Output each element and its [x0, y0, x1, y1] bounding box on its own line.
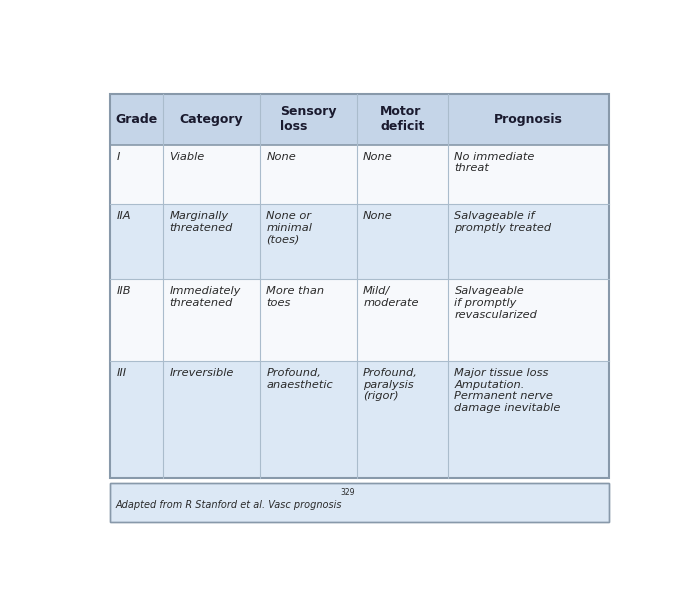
Bar — [163, 204, 260, 279]
Text: Category: Category — [180, 113, 243, 126]
Text: IIB: IIB — [117, 286, 131, 296]
Text: Major tissue loss
Amputation.
Permanent nerve
damage inevitable: Major tissue loss Amputation. Permanent … — [455, 368, 561, 413]
Bar — [163, 361, 260, 478]
Bar — [163, 145, 260, 204]
Text: None: None — [266, 152, 296, 162]
Bar — [260, 145, 357, 204]
Text: Sensory
loss: Sensory loss — [280, 105, 337, 133]
Text: No immediate
threat: No immediate threat — [455, 152, 535, 173]
Bar — [111, 361, 163, 478]
Text: I: I — [117, 152, 120, 162]
Text: Profound,
paralysis
(rigor): Profound, paralysis (rigor) — [363, 368, 418, 401]
Text: Irreversible: Irreversible — [169, 368, 234, 378]
Bar — [448, 145, 609, 204]
Bar — [357, 94, 448, 145]
Bar — [448, 94, 609, 145]
Bar — [357, 145, 448, 204]
Bar — [111, 94, 163, 145]
Text: Prognosis: Prognosis — [494, 113, 562, 126]
Text: Viable: Viable — [169, 152, 205, 162]
Bar — [448, 279, 609, 361]
Text: Motor
deficit: Motor deficit — [380, 105, 424, 133]
Bar — [111, 483, 609, 522]
Bar — [357, 204, 448, 279]
Text: III: III — [117, 368, 127, 378]
Text: Salvageable if
promptly treated: Salvageable if promptly treated — [455, 212, 551, 233]
Bar — [260, 94, 357, 145]
Bar — [163, 279, 260, 361]
Bar — [163, 94, 260, 145]
Text: Salvageable
if promptly
revascularized: Salvageable if promptly revascularized — [455, 286, 538, 320]
Text: Immediately
threatened: Immediately threatened — [169, 286, 241, 308]
Bar — [111, 145, 163, 204]
Text: 329: 329 — [341, 488, 355, 497]
Text: None: None — [363, 212, 393, 221]
Bar — [260, 361, 357, 478]
Text: More than
toes: More than toes — [266, 286, 325, 308]
Text: None or
minimal
(toes): None or minimal (toes) — [266, 212, 312, 244]
Bar — [260, 279, 357, 361]
Bar — [111, 204, 163, 279]
Bar — [260, 204, 357, 279]
Bar — [111, 279, 163, 361]
Bar — [357, 361, 448, 478]
Bar — [111, 94, 609, 478]
Text: Mild/
moderate: Mild/ moderate — [363, 286, 419, 308]
Bar — [111, 483, 609, 522]
Text: Profound,
anaesthetic: Profound, anaesthetic — [266, 368, 333, 390]
Bar — [448, 361, 609, 478]
Text: Grade: Grade — [115, 113, 158, 126]
Bar — [357, 279, 448, 361]
Text: Adapted from R Stanford et al. Vasc prognosis: Adapted from R Stanford et al. Vasc prog… — [116, 500, 342, 510]
Bar — [448, 204, 609, 279]
Text: None: None — [363, 152, 393, 162]
Text: IIA: IIA — [117, 212, 131, 221]
Text: Marginally
threatened: Marginally threatened — [169, 212, 233, 233]
